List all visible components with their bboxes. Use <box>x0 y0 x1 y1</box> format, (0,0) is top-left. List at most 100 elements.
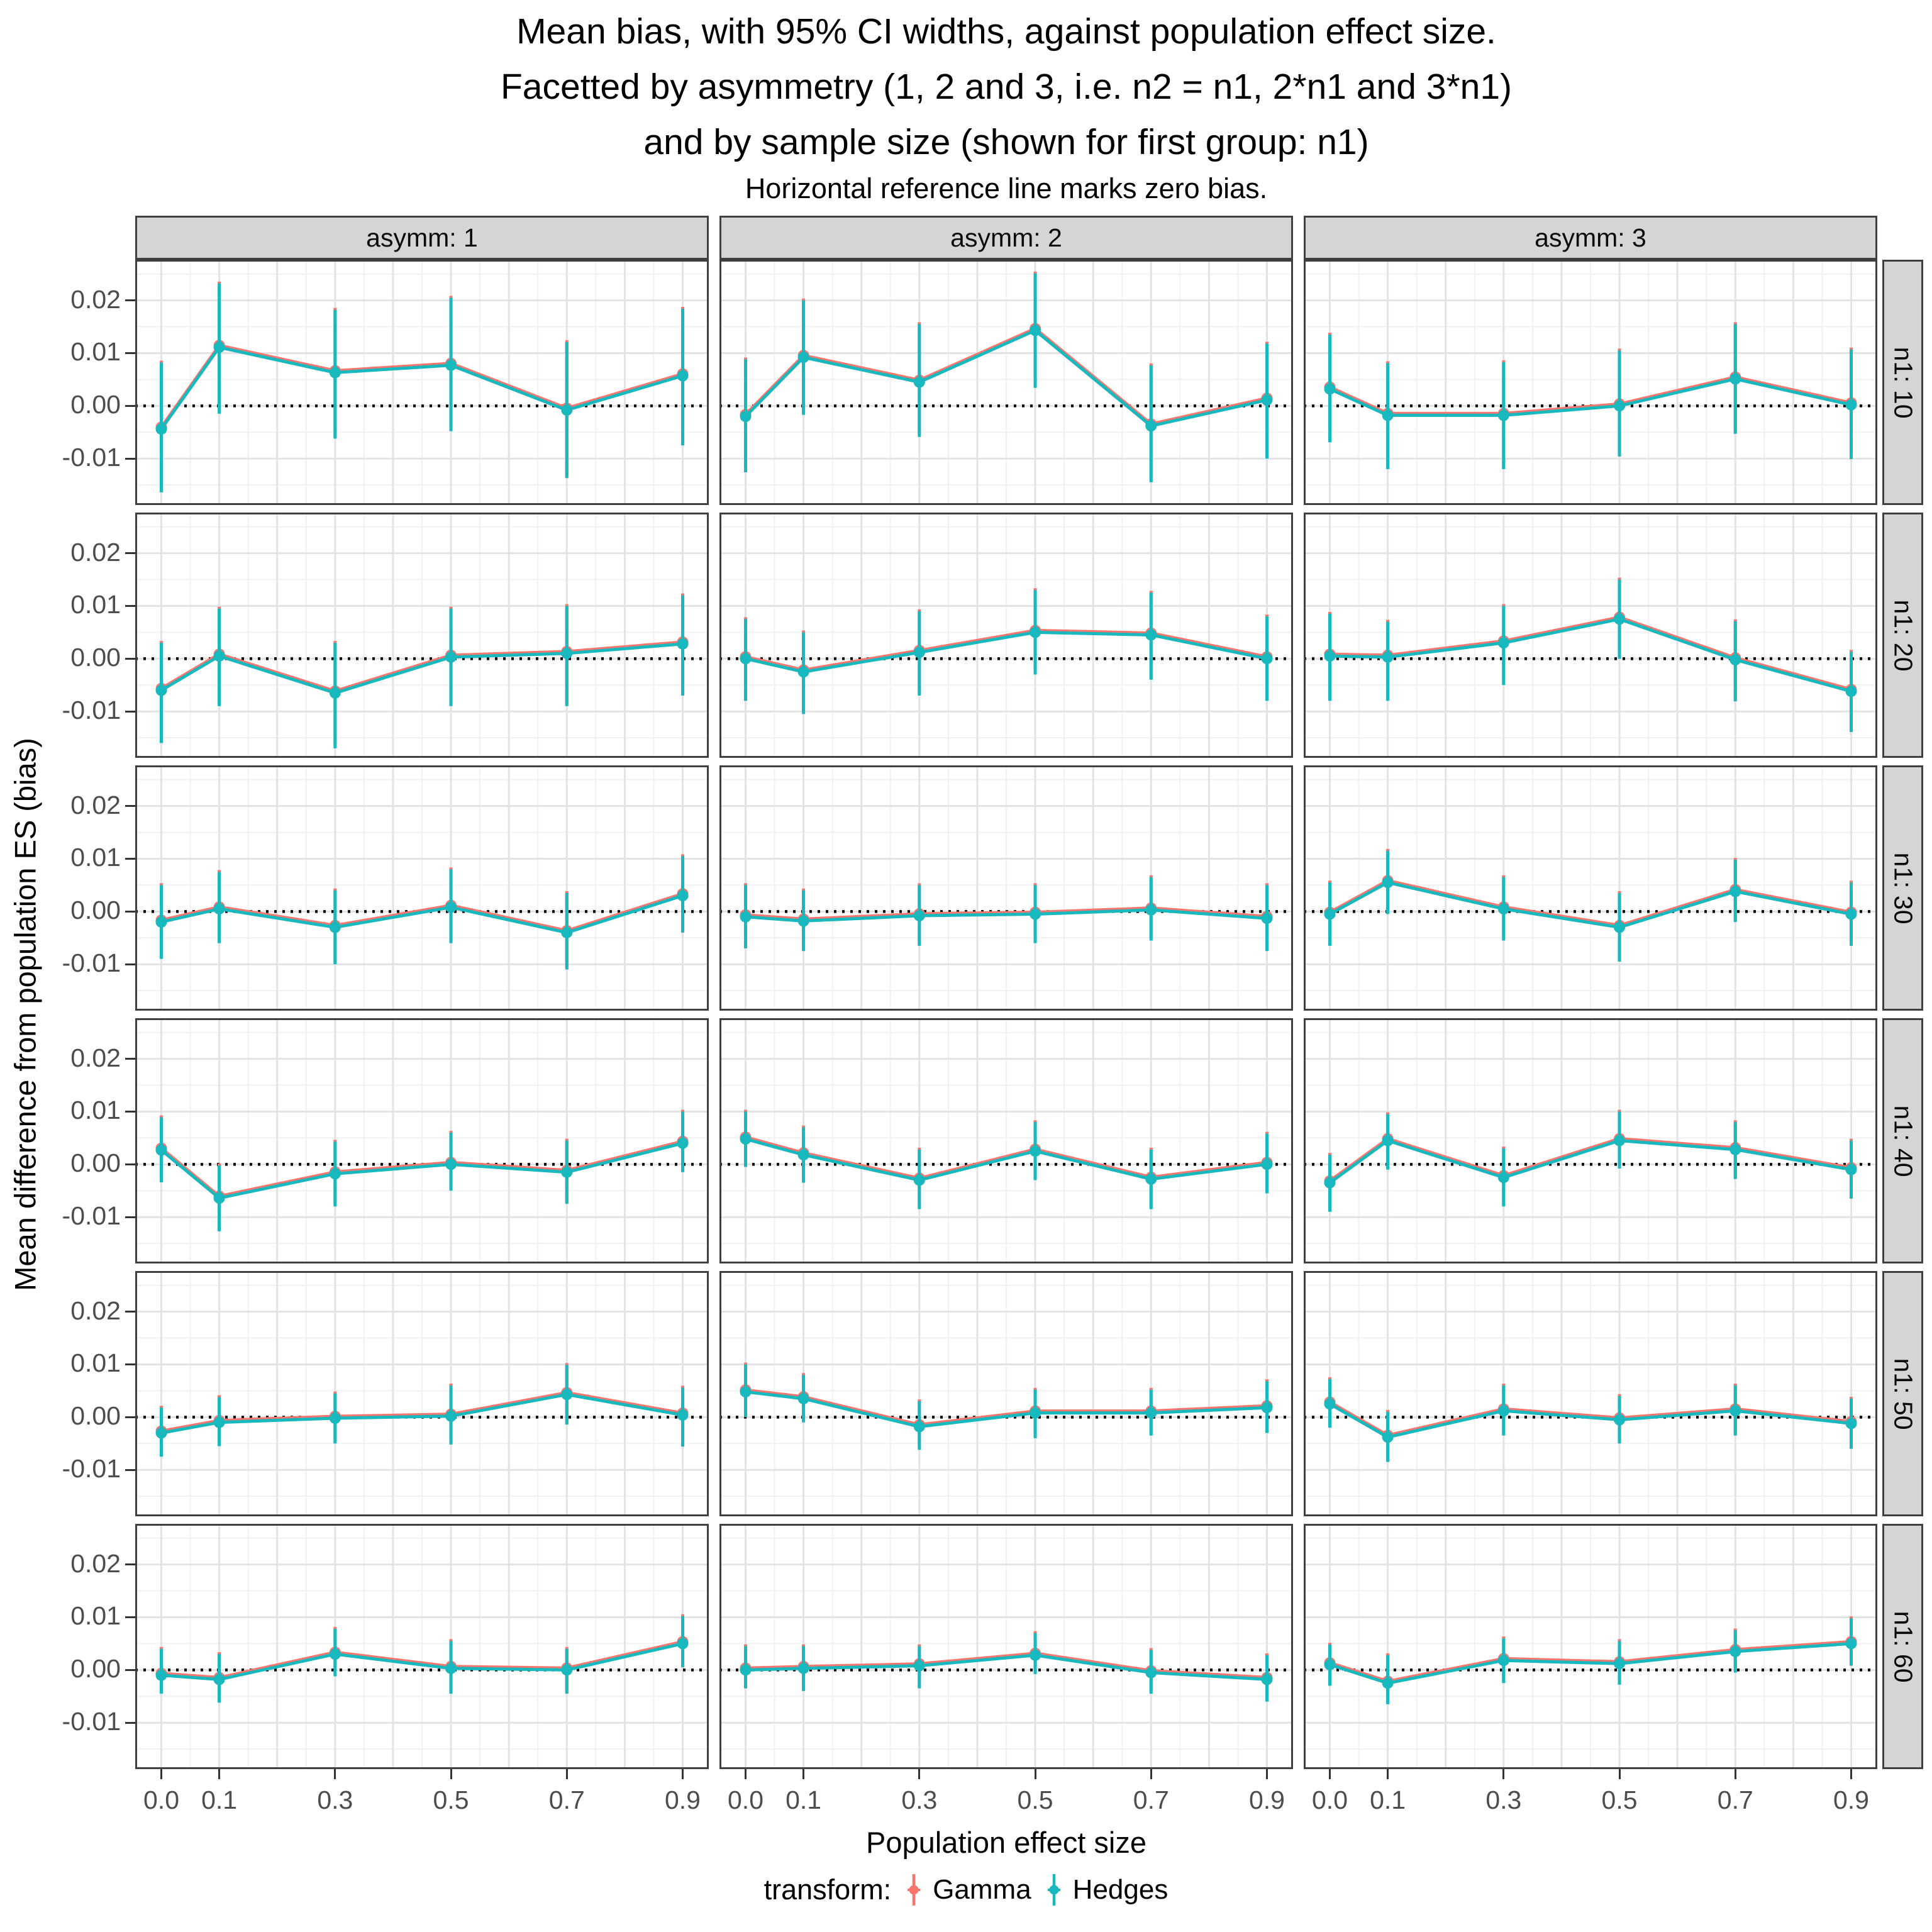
hedges-point <box>1614 921 1626 933</box>
panel <box>135 1018 709 1263</box>
hedges-point <box>1729 654 1741 665</box>
facet-row-strip-label: n1: 60 <box>1889 1611 1918 1682</box>
series-hedges <box>740 273 1273 482</box>
panel-chart <box>719 1018 1293 1263</box>
hedges-point <box>1145 904 1157 916</box>
series-hedges <box>155 1616 689 1703</box>
panel-chart <box>135 765 709 1011</box>
hedges-point <box>213 1674 225 1685</box>
hedges-point <box>1382 651 1394 663</box>
title-line-1: Mean bias, with 95% CI widths, against p… <box>516 11 1496 52</box>
hedges-point <box>1729 1645 1741 1657</box>
panel <box>1304 1271 1877 1516</box>
hedges-line <box>160 642 683 695</box>
hedges-point <box>1324 1177 1336 1189</box>
hedges-point <box>740 1386 752 1398</box>
gamma-line <box>160 640 683 693</box>
panel-border <box>135 1524 709 1769</box>
y-axis-tick <box>125 1163 135 1165</box>
title-line-2: Facetted by asymmetry (1, 2 and 3, i.e. … <box>500 67 1513 107</box>
hedges-line <box>161 1392 683 1435</box>
gamma-line <box>745 1652 1267 1679</box>
legend-title: transform: <box>763 1874 892 1906</box>
hedges-point <box>913 1421 925 1433</box>
legend-item-hedges: Hedges <box>1043 1871 1168 1909</box>
facet-col-strip: asymm: 2 <box>719 216 1293 260</box>
x-axis-tick-label: 0.3 <box>1485 1785 1522 1814</box>
hedges-point <box>329 921 341 933</box>
y-axis-tick <box>125 299 135 302</box>
y-axis-tick <box>125 910 135 913</box>
hedges-line <box>744 328 1268 428</box>
facet-row-strip: n1: 10 <box>1882 260 1923 505</box>
facet-row-strip-label: n1: 50 <box>1889 1358 1918 1430</box>
hedges-point <box>329 687 341 699</box>
x-axis-tick <box>565 1769 568 1779</box>
hedges-point <box>1614 1658 1626 1670</box>
y-axis-tick <box>125 1110 135 1113</box>
hedges-point <box>1497 409 1509 421</box>
series-hedges <box>740 1633 1273 1702</box>
panel-chart <box>1304 513 1877 758</box>
hedges-point <box>1845 1163 1857 1175</box>
x-axis-tick <box>450 1769 452 1779</box>
hedges-point <box>913 1660 925 1672</box>
hedges-point <box>213 650 225 662</box>
series-hedges <box>1324 850 1857 962</box>
x-axis-tick <box>218 1769 221 1779</box>
panel-chart <box>1304 1018 1877 1263</box>
panel-chart <box>1304 1524 1877 1769</box>
facet-row-strip: n1: 20 <box>1882 513 1923 758</box>
x-axis-tick-label: 0.3 <box>317 1785 353 1814</box>
hedges-point <box>913 910 925 922</box>
hedges-point <box>1845 908 1857 920</box>
series-hedges <box>740 1364 1273 1450</box>
legend-label-gamma: Gamma <box>933 1874 1031 1905</box>
x-axis-tick-label: 0.5 <box>1017 1785 1053 1814</box>
hedges-point <box>213 1192 225 1204</box>
hedges-point <box>740 1133 752 1145</box>
panel <box>719 1524 1293 1769</box>
hedges-point <box>677 1137 689 1149</box>
panel <box>1304 1524 1877 1769</box>
y-axis-tick-label: 0.00 <box>70 896 121 925</box>
hedges-point <box>1261 1158 1273 1170</box>
x-axis-tick-label: 0.0 <box>143 1785 179 1814</box>
hedges-line <box>745 630 1267 674</box>
hedges-point <box>1729 373 1741 385</box>
hedges-point <box>1729 886 1741 897</box>
hedges-point <box>1845 1418 1857 1430</box>
y-axis-tick-label: 0.02 <box>70 790 121 819</box>
x-axis-tick <box>1734 1769 1736 1779</box>
hedges-point <box>1497 637 1509 649</box>
gamma-line <box>745 1135 1267 1180</box>
hedges-point <box>677 1409 689 1421</box>
hedges-line <box>1329 880 1852 930</box>
hedges-point <box>1030 626 1041 638</box>
facet-col-strip-label: asymm: 2 <box>950 223 1062 252</box>
pointrange-icon <box>1047 1874 1060 1906</box>
hedges-point <box>561 1664 573 1676</box>
y-axis-tick-label: 0.02 <box>70 537 121 567</box>
series-hedges <box>155 856 689 970</box>
y-axis-tick <box>125 457 135 460</box>
hedges-point <box>797 666 809 678</box>
hedges-point <box>797 352 809 364</box>
hedges-point <box>1614 1135 1626 1146</box>
y-axis-tick-label: 0.01 <box>70 1348 121 1378</box>
hedges-line <box>160 1141 684 1200</box>
panel-chart <box>719 260 1293 505</box>
series-hedges <box>155 1365 689 1457</box>
hedges-line <box>1329 377 1852 417</box>
panel-border <box>719 1018 1293 1263</box>
title-line-3: and by sample size (shown for first grou… <box>643 122 1369 162</box>
hedges-point <box>1261 1674 1273 1685</box>
panel <box>135 260 709 505</box>
hedges-point <box>1382 409 1394 421</box>
panel-chart <box>135 260 709 505</box>
x-axis-tick-label: 0.9 <box>1248 1785 1285 1814</box>
y-axis-tick <box>125 1058 135 1060</box>
hedges-point <box>155 916 167 928</box>
hedges-point <box>445 1410 457 1422</box>
hedges-point <box>445 1662 457 1674</box>
